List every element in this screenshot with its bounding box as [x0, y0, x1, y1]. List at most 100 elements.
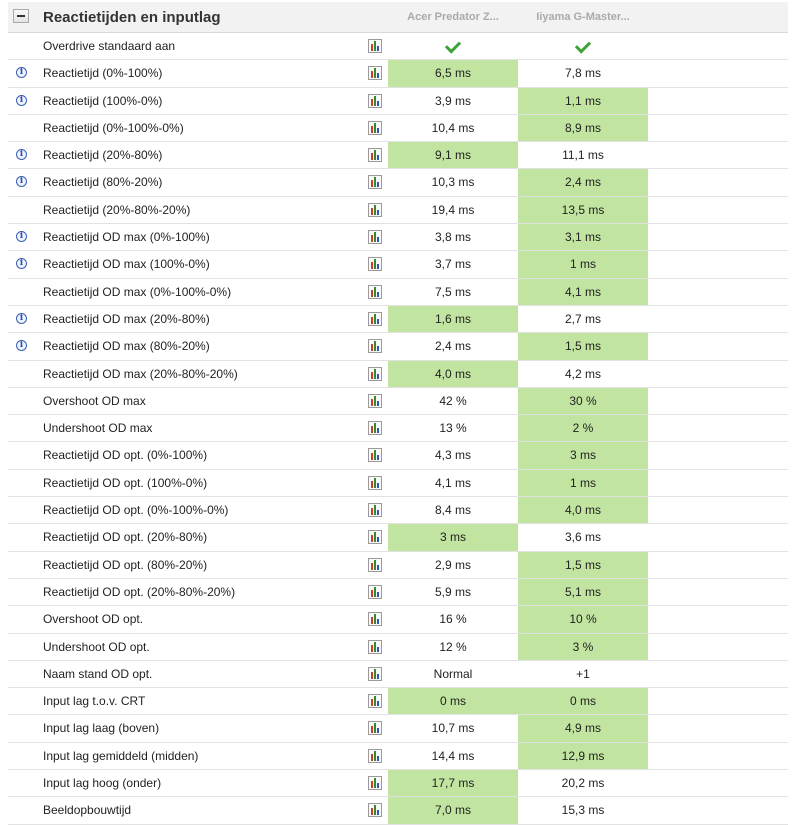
spec-row-label: Input lag laag (boven) — [43, 721, 160, 736]
spec-rows: Overdrive standaard aan i Reactietijd (0%-… — [8, 33, 788, 825]
value-cell-product-b: 4,1 ms — [518, 278, 648, 305]
bar-chart-icon[interactable] — [368, 202, 382, 217]
section-header: Reactietijden en inputlag Acer Predator … — [8, 2, 788, 33]
bar-chart-icon[interactable] — [368, 530, 382, 545]
value-cell-product-a: 10,4 ms — [431, 120, 475, 135]
bar-chart-icon[interactable] — [368, 448, 382, 463]
bar-chart-icon[interactable] — [368, 803, 382, 818]
spec-row: Reactietijd OD max (20%-80%-20%) 4,0 ms 4,… — [8, 360, 788, 388]
bar-chart-icon[interactable] — [368, 311, 382, 326]
value-cell-product-a: 4,3 ms — [434, 448, 471, 463]
spec-row: Overdrive standaard aan — [8, 33, 788, 61]
spec-row-label: Reactietijd OD max (100%-0%) — [43, 257, 210, 272]
spec-row-label: Reactietijd OD opt. (20%-80%-20%) — [43, 584, 236, 599]
column-header-product-b[interactable]: Iiyama G-Master... — [536, 11, 630, 23]
spec-row-label: Undershoot OD max — [43, 421, 153, 436]
spec-row-label: Reactietijd OD max (20%-80%-20%) — [43, 366, 238, 381]
bar-chart-icon[interactable] — [368, 721, 382, 736]
spec-row: Undershoot OD max 13 % 2 % — [8, 415, 788, 443]
info-icon[interactable]: i — [16, 176, 27, 188]
bar-chart-icon[interactable] — [368, 393, 382, 408]
value-cell-product-b: 3 ms — [518, 442, 648, 469]
info-icon[interactable]: i — [16, 149, 27, 161]
spec-row: Reactietijd OD opt. (0%-100%-0%) 8,4 ms 4,… — [8, 497, 788, 525]
value-cell-product-a: 7,0 ms — [388, 797, 518, 824]
spec-row: i Reactietijd (20%-80%) 9,1 ms 11,1 ms — [8, 142, 788, 170]
spec-row-label: Reactietijd (20%-80%) — [43, 148, 163, 163]
spec-row: Input lag gemiddeld (midden) 14,4 ms 12,9 … — [8, 742, 788, 771]
value-cell-product-b: 2,7 ms — [564, 311, 601, 326]
info-icon[interactable]: i — [16, 312, 27, 324]
bar-chart-icon[interactable] — [368, 421, 382, 436]
value-cell-product-a: 7,5 ms — [434, 284, 471, 299]
bar-chart-icon[interactable] — [368, 694, 382, 709]
bar-chart-icon[interactable] — [368, 776, 382, 791]
value-cell-product-a: 9,1 ms — [388, 142, 518, 169]
bar-chart-icon[interactable] — [368, 639, 382, 654]
spec-row-label: Reactietijd (0%-100%) — [43, 66, 163, 81]
bar-chart-icon[interactable] — [368, 284, 382, 299]
value-cell-product-a: 4,0 ms — [388, 360, 518, 387]
spec-row-label: Input lag gemiddeld (midden) — [43, 748, 199, 763]
value-cell-product-a: 12 % — [439, 639, 467, 654]
bar-chart-icon[interactable] — [368, 366, 382, 381]
value-cell-product-b: 3,1 ms — [518, 224, 648, 251]
bar-chart-icon[interactable] — [368, 503, 382, 518]
bar-chart-icon[interactable] — [368, 666, 382, 681]
collapse-minus-icon[interactable] — [13, 9, 29, 23]
value-cell-product-b: 4,0 ms — [518, 497, 648, 524]
value-cell-product-b: 1,1 ms — [518, 87, 648, 114]
spec-row: Reactietijd (0%-100%-0%) 10,4 ms 8,9 ms — [8, 114, 788, 143]
spec-row: Reactietijd OD opt. (20%-80%) 3 ms 3,6 ms — [8, 524, 788, 552]
spec-row: Input lag t.o.v. CRT 0 ms 0 ms — [8, 688, 788, 716]
info-icon[interactable]: i — [16, 231, 27, 243]
bar-chart-icon[interactable] — [368, 339, 382, 354]
bar-chart-icon[interactable] — [368, 557, 382, 572]
spec-row-label: Reactietijd (20%-80%-20%) — [43, 202, 191, 217]
bar-chart-icon[interactable] — [368, 39, 382, 53]
value-cell-product-a: 5,9 ms — [434, 584, 471, 599]
spec-row-label: Undershoot OD opt. — [43, 639, 150, 654]
bar-chart-icon[interactable] — [368, 148, 382, 163]
bar-chart-icon[interactable] — [368, 475, 382, 490]
bar-chart-icon[interactable] — [368, 93, 382, 108]
bar-chart-icon[interactable] — [368, 120, 382, 135]
spec-row-label: Input lag hoog (onder) — [43, 776, 162, 791]
bar-chart-icon[interactable] — [368, 175, 382, 190]
value-cell-product-b: 0 ms — [518, 688, 648, 715]
value-cell-product-a: 14,4 ms — [431, 748, 475, 763]
value-cell-product-a: 1,6 ms — [388, 305, 518, 333]
checkmark-icon — [574, 37, 592, 54]
spec-row-label: Reactietijd (0%-100%-0%) — [43, 120, 184, 135]
bar-chart-icon[interactable] — [368, 66, 382, 81]
bar-chart-icon[interactable] — [368, 584, 382, 599]
bar-chart-icon[interactable] — [368, 612, 382, 627]
spec-row: i Reactietijd OD max (0%-100%) 3,8 ms 3,1 m… — [8, 224, 788, 252]
info-icon[interactable]: i — [16, 340, 27, 352]
spec-row-label: Reactietijd OD opt. (20%-80%) — [43, 530, 208, 545]
info-icon[interactable]: i — [16, 94, 27, 106]
spec-row-label: Reactietijd OD opt. (0%-100%-0%) — [43, 503, 229, 518]
spec-row: i Reactietijd (0%-100%) 6,5 ms 7,8 ms — [8, 60, 788, 88]
value-cell-product-a: 16 % — [439, 612, 467, 627]
bar-chart-icon[interactable] — [368, 257, 382, 272]
bar-chart-icon[interactable] — [368, 748, 382, 763]
info-icon[interactable]: i — [16, 258, 27, 270]
value-cell-product-b: 1 ms — [518, 469, 648, 497]
value-cell-product-a: 4,1 ms — [434, 475, 471, 490]
spec-row: Input lag laag (boven) 10,7 ms 4,9 ms — [8, 715, 788, 743]
bar-chart-icon[interactable] — [368, 230, 382, 245]
value-cell-product-b: 1,5 ms — [518, 551, 648, 578]
spec-row-label: Beeldopbouwtijd — [43, 803, 132, 818]
column-header-product-a[interactable]: Acer Predator Z... — [407, 11, 499, 23]
info-icon[interactable]: i — [16, 67, 27, 79]
spec-row-label: Reactietijd OD max (0%-100%) — [43, 230, 210, 245]
value-cell-product-a: 8,4 ms — [434, 503, 471, 518]
spec-row: Reactietijd OD opt. (20%-80%-20%) 5,9 ms 5… — [8, 578, 788, 607]
value-cell-product-b: 3,6 ms — [564, 530, 601, 545]
spec-row: Overshoot OD opt. 16 % 10 % — [8, 606, 788, 634]
spec-row: Undershoot OD opt. 12 % 3 % — [8, 633, 788, 661]
value-cell-product-b: 15,3 ms — [561, 803, 605, 818]
spec-row-label: Overshoot OD max — [43, 393, 146, 408]
